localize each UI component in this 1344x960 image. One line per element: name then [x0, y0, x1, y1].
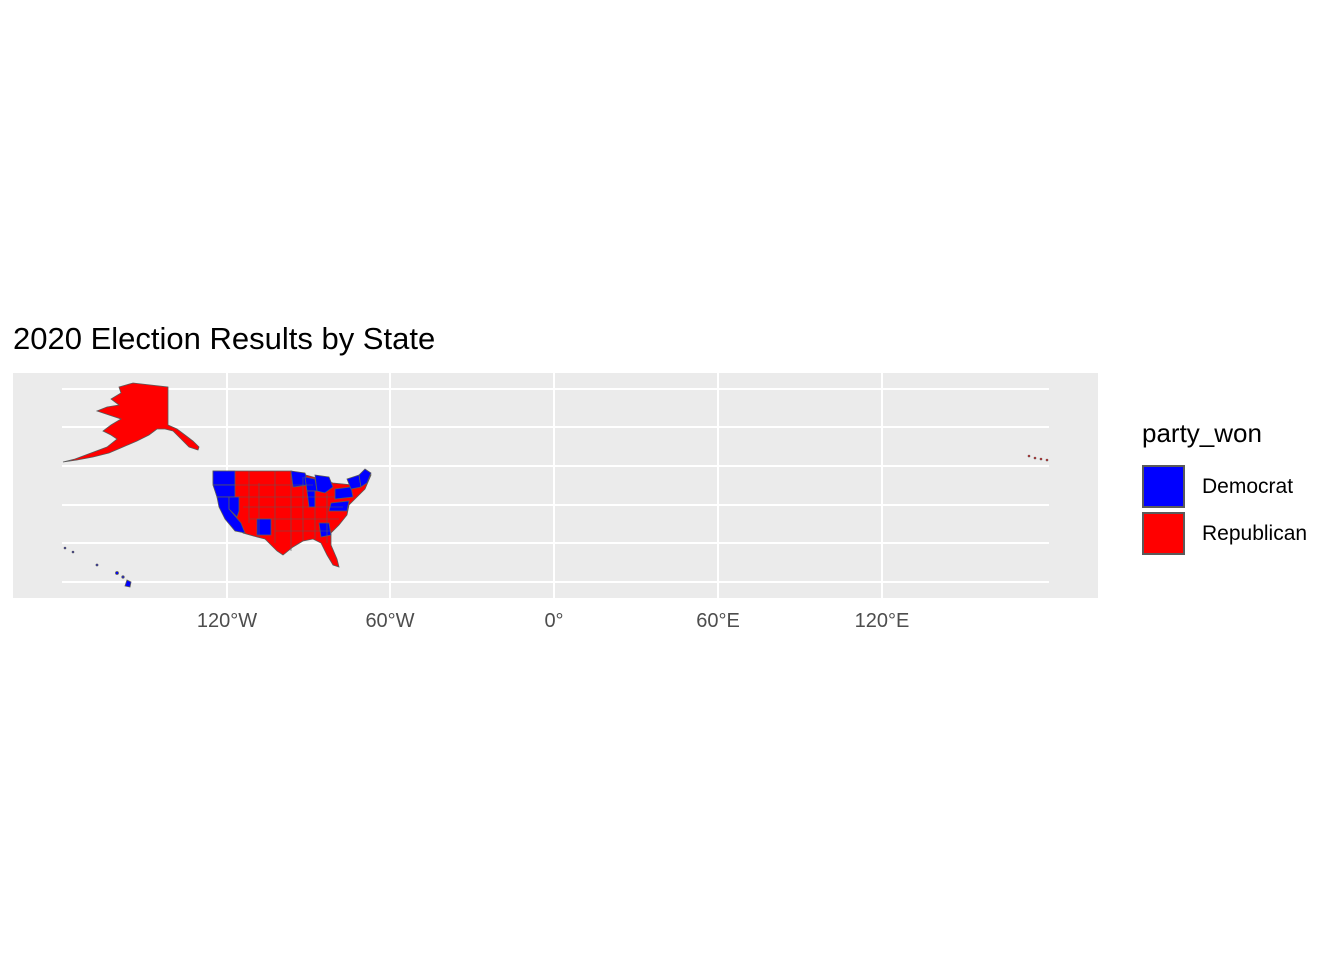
chart-title: 2020 Election Results by State	[13, 321, 436, 356]
gridlines	[62, 373, 1049, 598]
x-tick-label-60e: 60°E	[696, 610, 740, 632]
legend-key-democrat	[1142, 465, 1185, 508]
legend: party_won Democrat Republican	[1142, 418, 1307, 557]
state-michigan	[314, 474, 334, 494]
legend-item-republican: Republican	[1142, 510, 1307, 557]
map-panel	[13, 373, 1098, 598]
state-georgia	[318, 522, 332, 538]
state-new-england	[358, 468, 372, 488]
state-nevada	[228, 496, 240, 518]
legend-title: party_won	[1142, 418, 1262, 448]
legend-label-democrat: Democrat	[1202, 474, 1294, 498]
state-alaska	[62, 382, 200, 463]
x-tick-label-120e: 120°E	[854, 610, 910, 632]
map-svg	[62, 373, 1049, 598]
x-tick-label-120w: 120°W	[196, 610, 258, 632]
legend-item-democrat: Democrat	[1142, 463, 1307, 510]
aleutians-east	[1027, 454, 1049, 462]
x-tick-label-60w: 60°W	[365, 610, 415, 632]
state-washington	[212, 470, 236, 486]
legend-key-republican	[1142, 512, 1185, 555]
legend-label-republican: Republican	[1202, 521, 1308, 545]
state-oregon	[212, 484, 236, 498]
x-tick-label-0: 0°	[544, 610, 564, 632]
state-borders	[235, 471, 343, 551]
state-pennsylvania	[334, 486, 354, 500]
state-virginia	[328, 500, 350, 512]
contiguous-us	[212, 468, 372, 568]
state-hawaii	[63, 546, 132, 588]
